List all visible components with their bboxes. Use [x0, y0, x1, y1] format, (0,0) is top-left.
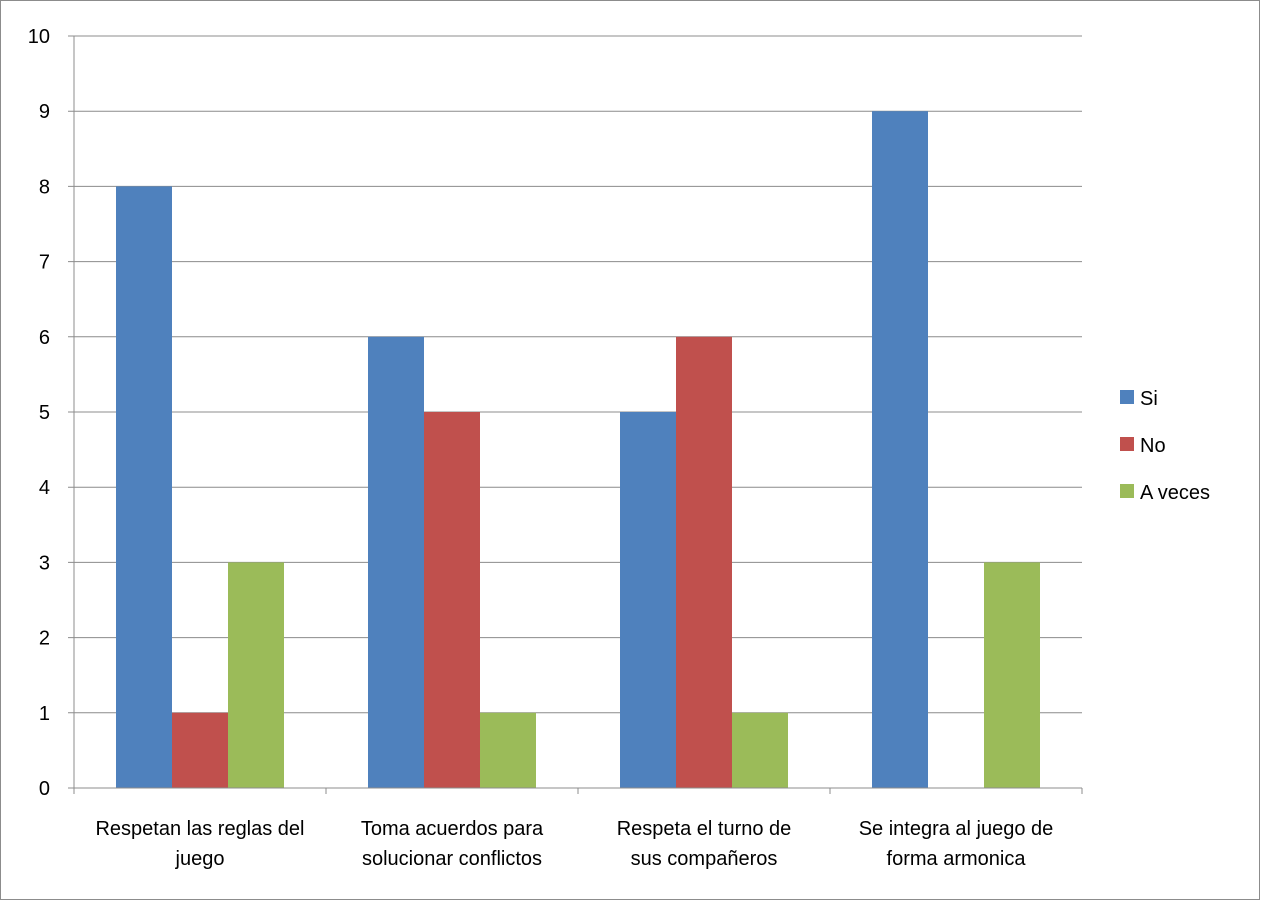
- bar-no-0: [172, 712, 228, 788]
- legend: Si No A veces: [1120, 388, 1210, 504]
- x-category-label: sus compañeros: [631, 848, 778, 870]
- legend-item-si: Si: [1120, 388, 1158, 410]
- gridlines: [68, 35, 1082, 714]
- y-tick-labels: 0 1 2 3 4 5 6 7 8 9 10: [28, 26, 50, 800]
- legend-swatch: [1120, 484, 1134, 498]
- legend-item-no: No: [1120, 435, 1166, 457]
- axes: [68, 36, 1083, 794]
- bar-a-veces-2: [732, 712, 788, 788]
- y-tick-label-6: 6: [39, 327, 50, 349]
- y-tick-label-9: 9: [39, 101, 50, 123]
- y-tick-label-8: 8: [39, 176, 50, 198]
- y-tick-label-10: 10: [28, 26, 50, 48]
- bar-si-1: [368, 336, 424, 788]
- bar-no-1: [424, 412, 480, 788]
- bar-si-0: [116, 186, 172, 788]
- bar-si-2: [620, 412, 676, 788]
- x-category-label: solucionar conflictos: [362, 848, 542, 870]
- y-tick-label-0: 0: [39, 778, 50, 800]
- x-category-label: forma armonica: [887, 848, 1027, 870]
- y-tick-label-7: 7: [39, 252, 50, 274]
- legend-swatch: [1120, 390, 1134, 404]
- bar-no-2: [676, 336, 732, 788]
- bar-si-3: [872, 111, 928, 788]
- bar-chart: 0 1 2 3 4 5 6 7 8 9 10 Respetan las reglas del jueg…: [28, 26, 1210, 870]
- bar-a-veces-3: [984, 562, 1040, 788]
- x-category-label: Respeta el turno de: [617, 818, 792, 840]
- bars: [116, 111, 1040, 788]
- legend-label: Si: [1140, 388, 1158, 410]
- legend-label: No: [1140, 435, 1166, 457]
- x-category-label: Respetan las reglas del: [95, 818, 304, 840]
- bar-a-veces-0: [228, 562, 284, 788]
- y-tick-label-1: 1: [39, 703, 50, 725]
- legend-swatch: [1120, 437, 1134, 451]
- bar-a-veces-1: [480, 712, 536, 788]
- legend-item-a-veces: A veces: [1120, 482, 1210, 504]
- x-category-label: Toma acuerdos para: [361, 818, 544, 840]
- x-category-label: Se integra al juego de: [859, 818, 1054, 840]
- x-category-label: juego: [175, 848, 225, 870]
- y-tick-label-4: 4: [39, 477, 50, 499]
- y-tick-label-2: 2: [39, 628, 50, 650]
- legend-label: A veces: [1140, 482, 1210, 504]
- x-category-labels: Respetan las reglas del juego Toma acuerdo…: [95, 818, 1053, 870]
- y-tick-label-3: 3: [39, 552, 50, 574]
- y-tick-label-5: 5: [39, 402, 50, 424]
